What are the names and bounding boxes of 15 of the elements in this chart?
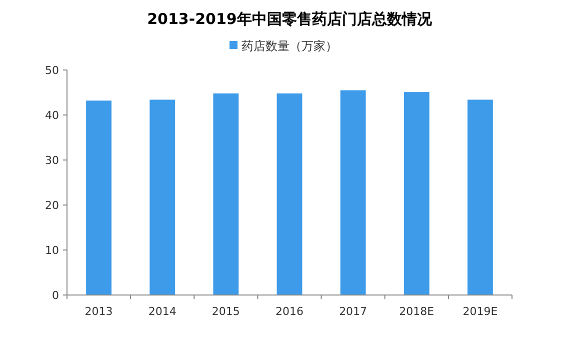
x-tick-label: 2019E [462, 305, 498, 318]
y-tick-label: 40 [45, 109, 59, 122]
x-tick-label: 2015 [212, 305, 240, 318]
x-tick-label: 2017 [339, 305, 368, 318]
x-tick-label: 2018E [399, 305, 434, 318]
x-tick-label: 2016 [276, 305, 304, 318]
x-tick-label: 2013 [84, 305, 113, 318]
y-tick-label: 10 [45, 244, 59, 257]
legend-label: 药店数量（万家） [242, 39, 338, 53]
y-tick-label: 20 [45, 199, 59, 212]
y-tick-label: 0 [52, 289, 59, 302]
y-tick-label: 50 [45, 64, 59, 77]
y-tick-label: 30 [45, 154, 59, 167]
title: 2013-2019年中国零售药店门店总数情况 [147, 10, 432, 28]
x-tick-label: 2014 [148, 305, 176, 318]
